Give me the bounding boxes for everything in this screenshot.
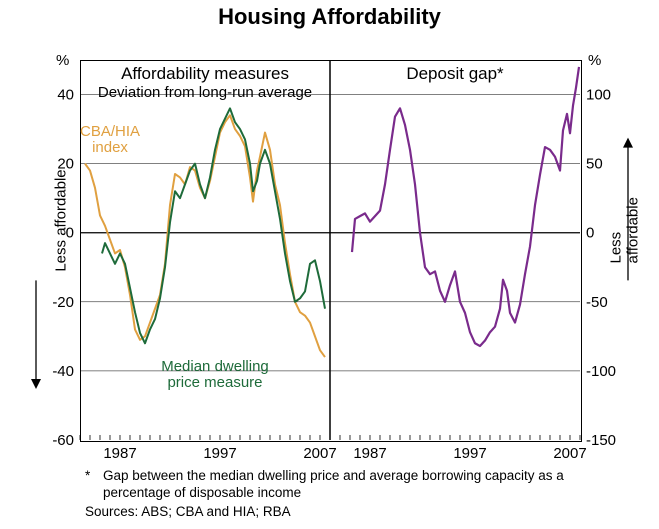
xtick-right: 1997 [453, 445, 486, 462]
ytick-left: -60 [52, 432, 74, 449]
series-annotation: Median dwelling [161, 358, 269, 375]
ytick-right: -100 [586, 363, 616, 380]
sources-text: Sources: ABS; CBA and HIA; RBA [85, 504, 291, 521]
xtick-right: 1987 [353, 445, 386, 462]
series-annotation: CBA/HIA [80, 123, 140, 140]
less-affordable-label-left: Less affordable [53, 169, 70, 271]
series-right-deposit-gap [352, 67, 579, 346]
xtick-left: 2007 [303, 445, 336, 462]
right-panel-subtitle: Deposit gap* [330, 64, 580, 84]
series-left-median-dwelling-price-measure [102, 108, 325, 343]
y-unit-left: % [56, 52, 69, 69]
left-panel-subtitle-sub: Deviation from long-run average [80, 84, 330, 101]
footnote-text: *Gap between the median dwelling price a… [85, 468, 580, 502]
series-annotation: index [92, 139, 128, 156]
less-affordable-label-right: Less affordable [608, 195, 642, 264]
ytick-right: -150 [586, 432, 616, 449]
ytick-left: -40 [52, 363, 74, 380]
ytick-left: -20 [52, 294, 74, 311]
xtick-left: 1997 [203, 445, 236, 462]
xtick-right: 2007 [553, 445, 586, 462]
ytick-left: 40 [57, 87, 74, 104]
xtick-left: 1987 [103, 445, 136, 462]
ytick-right: 100 [586, 87, 611, 104]
y-unit-right: % [588, 52, 601, 69]
ytick-right: 0 [586, 225, 594, 242]
ytick-right: 50 [586, 156, 603, 173]
series-annotation: price measure [167, 374, 262, 391]
ytick-right: -50 [586, 294, 608, 311]
left-panel-subtitle: Affordability measures [80, 64, 330, 84]
